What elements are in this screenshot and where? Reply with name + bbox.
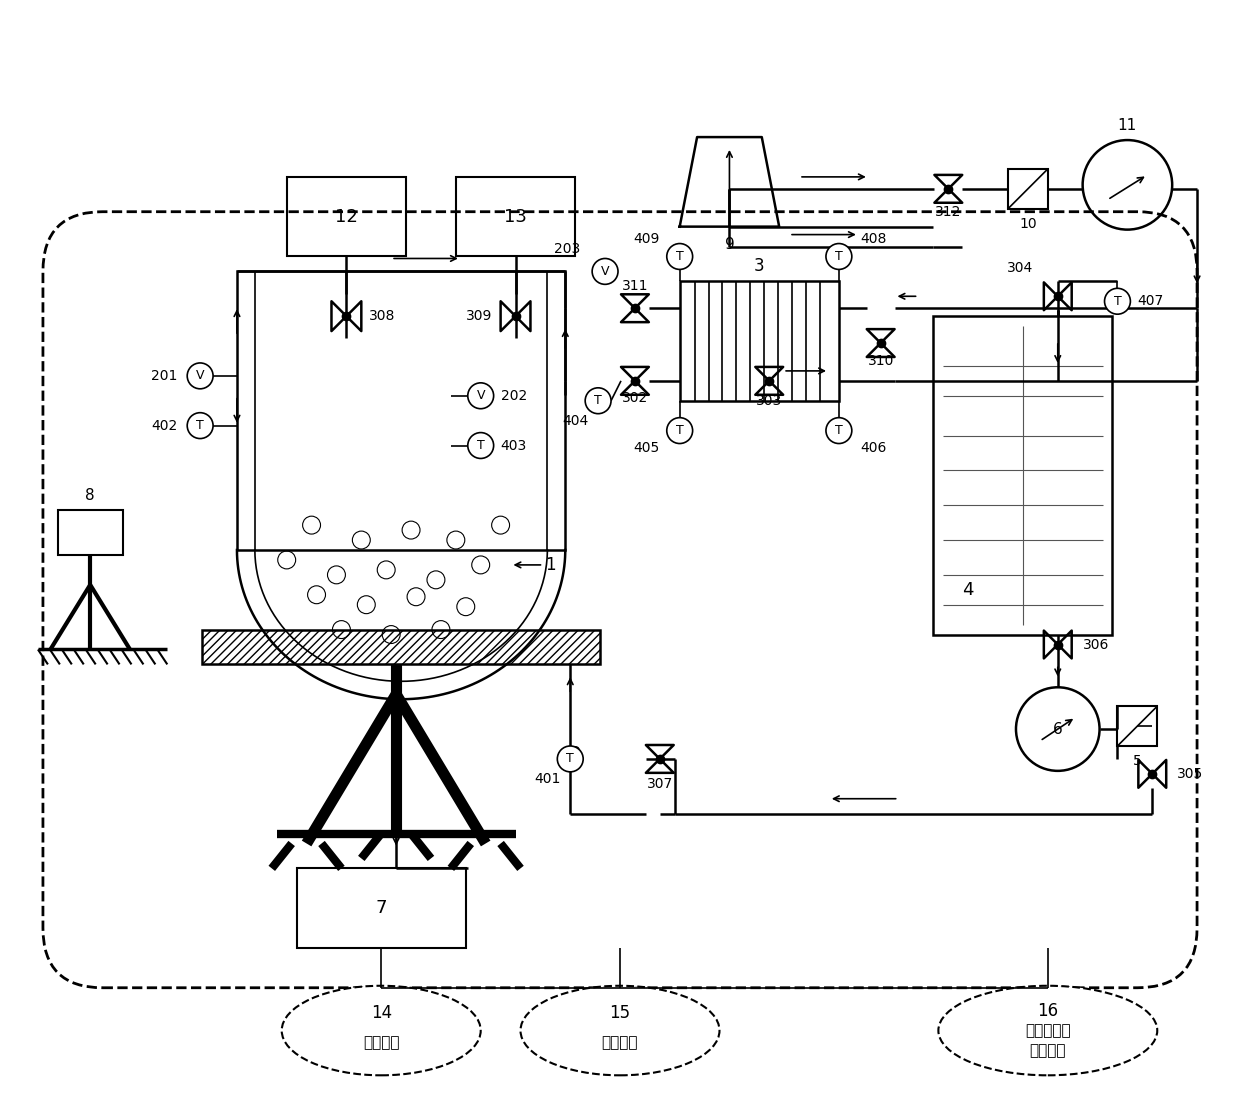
Text: 304: 304 [1007, 262, 1033, 276]
Ellipse shape [939, 986, 1157, 1075]
Text: 310: 310 [868, 354, 894, 368]
Text: 311: 311 [621, 279, 649, 293]
Text: 409: 409 [634, 231, 660, 245]
Bar [1008, 169, 1048, 209]
Bar [296, 868, 466, 948]
Text: T: T [594, 394, 601, 407]
Text: 309: 309 [466, 309, 492, 323]
Text: 7: 7 [376, 899, 387, 918]
Text: 11: 11 [1117, 117, 1137, 132]
Text: 305: 305 [1177, 766, 1203, 781]
Ellipse shape [521, 986, 719, 1075]
Circle shape [187, 413, 213, 439]
Text: 10: 10 [1019, 217, 1037, 231]
Circle shape [667, 243, 693, 269]
Text: 203: 203 [554, 242, 580, 255]
Circle shape [557, 746, 583, 772]
Text: 408: 408 [861, 231, 887, 245]
Circle shape [593, 258, 618, 285]
Text: 仪控设备: 仪控设备 [601, 1035, 639, 1050]
Text: 12: 12 [335, 208, 358, 226]
Text: V: V [601, 265, 609, 278]
Bar [680, 281, 839, 401]
Text: 5: 5 [1133, 754, 1142, 768]
Bar [456, 177, 575, 256]
Text: 202: 202 [501, 389, 527, 403]
Text: 405: 405 [634, 440, 660, 454]
Bar [237, 272, 565, 550]
Ellipse shape [281, 986, 481, 1075]
Bar [202, 630, 600, 665]
Text: T: T [1114, 295, 1121, 308]
Text: 3: 3 [754, 257, 765, 276]
Text: 402: 402 [151, 418, 177, 433]
Text: T: T [477, 439, 485, 452]
Text: 16: 16 [1037, 1002, 1059, 1019]
Text: 配电设备: 配电设备 [363, 1035, 399, 1050]
Text: T: T [567, 752, 574, 765]
Text: 407: 407 [1137, 295, 1163, 309]
Text: V: V [476, 390, 485, 402]
Text: 8: 8 [86, 487, 95, 503]
Text: 307: 307 [647, 776, 673, 791]
Bar [58, 510, 123, 555]
Text: 采集设备: 采集设备 [1029, 1042, 1066, 1058]
Text: 2: 2 [569, 745, 582, 763]
Text: 403: 403 [501, 438, 527, 452]
Circle shape [826, 243, 852, 269]
Text: 406: 406 [861, 440, 887, 454]
Text: 201: 201 [151, 369, 177, 383]
Circle shape [187, 362, 213, 389]
Text: 303: 303 [756, 394, 782, 407]
Text: T: T [676, 424, 683, 437]
Text: 306: 306 [1083, 637, 1109, 652]
Circle shape [667, 417, 693, 443]
Circle shape [467, 383, 494, 408]
Text: 数据测量与: 数据测量与 [1025, 1023, 1070, 1038]
Text: 13: 13 [505, 208, 527, 226]
Text: 15: 15 [609, 1004, 631, 1022]
Text: T: T [835, 250, 843, 263]
Text: 308: 308 [370, 309, 396, 323]
Circle shape [467, 433, 494, 459]
Text: V: V [196, 369, 205, 382]
Bar [286, 177, 405, 256]
Text: 1: 1 [546, 556, 556, 574]
Circle shape [826, 417, 852, 443]
Circle shape [585, 388, 611, 414]
Text: 302: 302 [621, 391, 649, 405]
Text: 9: 9 [724, 237, 734, 252]
Text: T: T [835, 424, 843, 437]
Text: 404: 404 [562, 414, 588, 428]
Text: 401: 401 [534, 772, 560, 786]
Bar [934, 316, 1112, 635]
Text: 14: 14 [371, 1004, 392, 1022]
Bar [1117, 706, 1157, 746]
Text: T: T [196, 419, 205, 433]
Circle shape [1105, 288, 1131, 314]
Text: 6: 6 [1053, 722, 1063, 737]
Text: 4: 4 [962, 580, 973, 599]
Text: T: T [676, 250, 683, 263]
Text: 312: 312 [935, 205, 961, 219]
